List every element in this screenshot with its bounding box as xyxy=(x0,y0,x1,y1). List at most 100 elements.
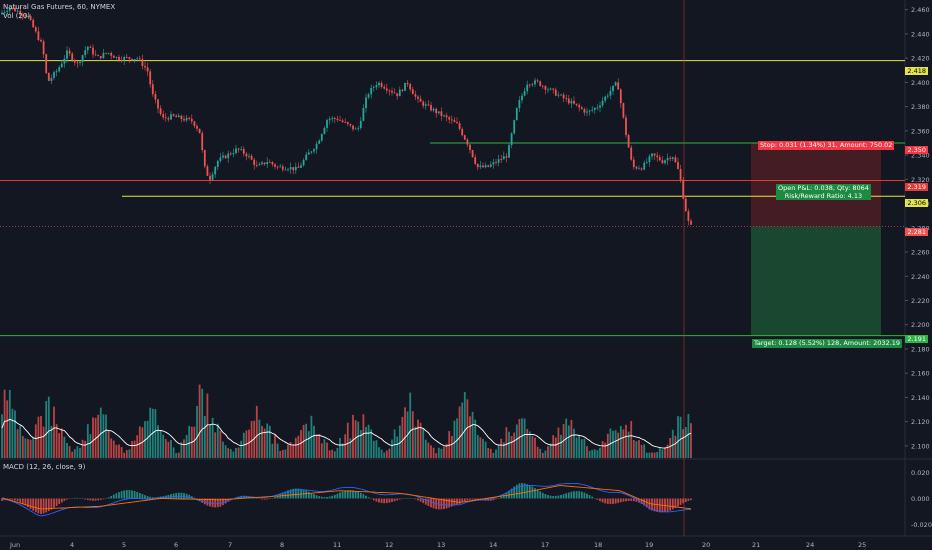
candle-body xyxy=(622,103,625,118)
candle-body xyxy=(677,162,679,169)
candle-body xyxy=(354,128,357,130)
candle-body xyxy=(396,93,399,97)
macd-histogram-bar xyxy=(227,498,230,502)
macd-histogram-bar xyxy=(190,496,193,499)
candle-body xyxy=(573,100,575,104)
candle-body xyxy=(565,98,568,100)
volume-bar xyxy=(510,435,513,458)
macd-histogram-bar xyxy=(289,489,292,499)
candle-body xyxy=(411,89,414,95)
volume-bar xyxy=(622,429,625,458)
macd-histogram-bar xyxy=(604,498,607,504)
time-tick-label: 20 xyxy=(702,541,710,549)
candle-body xyxy=(21,14,24,16)
candle-body xyxy=(474,157,477,164)
macd-histogram-bar xyxy=(414,498,417,500)
candle-body xyxy=(362,108,365,121)
macd-histogram-bar xyxy=(310,492,313,499)
volume-bar xyxy=(359,429,362,458)
time-tick-label: 11 xyxy=(333,541,341,549)
volume-bar xyxy=(539,448,542,458)
candle-body xyxy=(383,86,386,89)
candle-body xyxy=(690,220,692,225)
candle-body xyxy=(138,58,141,60)
macd-histogram-bar xyxy=(653,498,656,512)
macd-histogram-bar xyxy=(34,498,37,513)
candle-body xyxy=(515,108,518,121)
volume-bar xyxy=(289,442,292,458)
candle-body xyxy=(305,154,308,160)
candle-body xyxy=(172,114,175,116)
candle-body xyxy=(388,90,391,92)
candle-body xyxy=(3,11,6,13)
candle-body xyxy=(385,88,388,91)
volume-bar xyxy=(638,440,640,458)
macd-histogram-bar xyxy=(565,493,568,499)
volume-bar xyxy=(279,451,282,458)
volume-bar xyxy=(453,420,456,458)
candle-body xyxy=(578,104,581,108)
candle-body xyxy=(198,128,201,134)
macd-histogram-bar xyxy=(471,498,474,500)
candle-body xyxy=(188,117,191,119)
volume-bar xyxy=(201,388,204,458)
macd-histogram-bar xyxy=(679,498,682,505)
macd-histogram-bar xyxy=(315,495,318,499)
macd-histogram-bar xyxy=(362,494,365,499)
candle-body xyxy=(180,115,183,120)
macd-histogram-bar xyxy=(632,498,635,502)
volume-bar xyxy=(258,419,261,458)
macd-histogram-bar xyxy=(318,496,321,499)
macd-histogram-bar xyxy=(333,494,336,499)
price-tick-label: 2.140 xyxy=(911,394,930,402)
candle-body xyxy=(422,101,425,106)
open-pnl-text: Open P&L: 0.038, Qty: 8064 xyxy=(778,184,869,192)
macd-histogram-bar xyxy=(154,497,157,499)
macd-histogram-bar xyxy=(313,494,315,499)
macd-histogram-bar xyxy=(349,490,352,499)
macd-histogram-bar xyxy=(586,493,588,499)
volume-bar xyxy=(632,439,635,458)
candle-body xyxy=(294,166,297,171)
volume-bar xyxy=(528,431,531,458)
volume-bar xyxy=(248,429,250,458)
volume-bar xyxy=(24,438,27,458)
macd-histogram-bar xyxy=(123,490,126,499)
candle-body xyxy=(112,55,115,58)
symbol-title[interactable]: Natural Gas Futures, 60, NYMEX xyxy=(3,3,116,11)
macd-histogram-bar xyxy=(45,498,48,513)
volume-bar xyxy=(515,424,518,458)
volume-bar xyxy=(92,417,94,458)
candle-body xyxy=(549,88,552,90)
macd-histogram-bar xyxy=(388,498,391,503)
volume-legend[interactable]: Vol (20) xyxy=(3,12,31,20)
macd-histogram-bar xyxy=(188,494,191,499)
macd-histogram-bar xyxy=(183,493,185,499)
macd-histogram-bar xyxy=(502,494,505,499)
volume-bar xyxy=(154,409,157,458)
volume-bar xyxy=(58,433,61,458)
volume-bar xyxy=(619,425,622,458)
time-tick-label: 13 xyxy=(437,541,445,549)
macd-tick-label: -0.020 xyxy=(911,521,932,529)
candle-body xyxy=(513,120,516,134)
price-tick-label: 2.340 xyxy=(911,152,930,160)
candle-body xyxy=(664,160,666,164)
stop-label: Stop: 0.031 (1.34%) 31, Amount: 750.02 xyxy=(758,141,895,150)
macd-histogram-bar xyxy=(495,498,497,500)
macd-histogram-bar xyxy=(180,492,183,499)
macd-legend[interactable]: MACD (12, 26, close, 9) xyxy=(3,463,86,471)
candle-body xyxy=(645,161,648,163)
candle-body xyxy=(684,198,687,212)
candle-body xyxy=(492,162,495,165)
candle-body xyxy=(424,104,427,106)
volume-bar xyxy=(79,448,81,458)
candle-body xyxy=(209,175,211,180)
volume-bar xyxy=(440,448,443,458)
price-tick-label: 2.220 xyxy=(911,297,930,305)
macd-histogram-bar xyxy=(424,498,427,505)
volume-bar xyxy=(448,431,451,458)
candle-body xyxy=(682,179,685,199)
volume-bar xyxy=(266,423,269,458)
